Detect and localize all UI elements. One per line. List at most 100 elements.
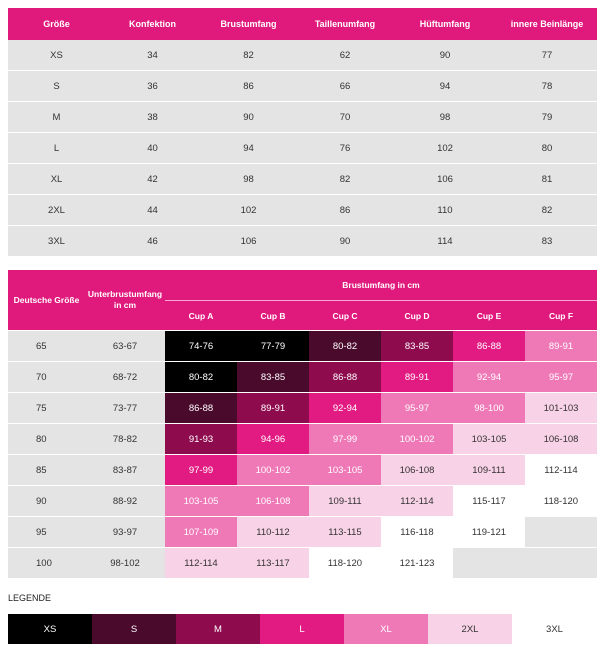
table-cell: 81 — [541, 173, 553, 185]
table-cell: 90 — [243, 111, 254, 123]
cup-cell: 100-102 — [381, 424, 453, 454]
table-cell: 38 — [147, 111, 158, 123]
unterbrust-cell: 98-102 — [85, 548, 165, 578]
cup-cell: 113-117 — [237, 548, 309, 578]
header-divider — [165, 300, 597, 301]
cup-cell: 77-79 — [237, 331, 309, 361]
cup-cell: 86-88 — [309, 362, 381, 392]
deutsche-groesse-cell: 70 — [8, 362, 85, 392]
table-cell: 106 — [437, 173, 453, 185]
table-cell: 90 — [339, 235, 351, 247]
cup-cell: 106-108 — [237, 486, 309, 516]
cup-cell: 94-96 — [237, 424, 309, 454]
unterbrust-cell: 63-67 — [85, 331, 165, 361]
cup-cell: 113-115 — [309, 517, 381, 547]
table-cell: 70 — [339, 111, 351, 123]
table-cell: 86 — [243, 80, 254, 92]
bra-table-header: Deutsche Größe Unterbrustumfang in cm Br… — [8, 270, 597, 330]
cup-cell: 101-103 — [525, 393, 597, 423]
table-cell: 114 — [437, 235, 453, 247]
cup-cell: 100-102 — [237, 455, 309, 485]
bra-size-table: Deutsche Größe Unterbrustumfang in cm Br… — [8, 270, 597, 578]
legend-title: LEGENDE — [8, 593, 52, 603]
cup-cell: 112-114 — [165, 548, 237, 578]
table-cell: XS — [50, 49, 63, 61]
table-cell: 76 — [339, 142, 351, 154]
table-row: 65 63-67 74-76 77-79 80-82 83-85 86-88 89-91 — [8, 330, 597, 361]
cup-cell: 80-82 — [165, 362, 237, 392]
table-cell: 90 — [439, 49, 451, 61]
table-row: XS 34 82 62 90 77 — [8, 40, 597, 70]
legend-item: M — [176, 614, 260, 644]
cup-cell: 116-118 — [381, 517, 453, 547]
table-cell: 102 — [437, 142, 453, 154]
table-cell: 98 — [243, 173, 254, 185]
table-cell: 40 — [147, 142, 158, 154]
cup-cell: 115-117 — [453, 486, 525, 516]
cup-cell: 74-76 — [165, 331, 237, 361]
unterbrust-cell: 83-87 — [85, 455, 165, 485]
table-cell: 3XL — [48, 235, 65, 247]
table-cell: 86 — [339, 204, 351, 216]
table-row: 90 88-92 103-105 106-108 109-111 112-114 115-1… — [8, 485, 597, 516]
table-cell: 79 — [541, 111, 553, 123]
cup-cell — [525, 517, 597, 547]
cup-cell: 80-82 — [309, 331, 381, 361]
cup-cell: 95-97 — [381, 393, 453, 423]
deutsche-groesse-cell: 85 — [8, 455, 85, 485]
table-cell: 2XL — [48, 204, 65, 216]
cup-cell: 106-108 — [525, 424, 597, 454]
cup-cell: 91-93 — [165, 424, 237, 454]
cup-cell: 103-105 — [165, 486, 237, 516]
header-brustumfang: Brustumfang — [220, 19, 277, 29]
table-row: L 40 94 76 102 80 — [8, 132, 597, 163]
table-cell: 106 — [240, 235, 257, 247]
table-row: 100 98-102 112-114 113-117 118-120 121-123 — [8, 547, 597, 578]
table-row: 85 83-87 97-99 100-102 103-105 106-108 109-111… — [8, 454, 597, 485]
header-brustumfang: Brustumfang in cm — [342, 280, 420, 290]
legend-item: XS — [8, 614, 92, 644]
cup-cell: 98-100 — [453, 393, 525, 423]
cup-cell — [525, 548, 597, 578]
table-cell: 77 — [541, 49, 553, 61]
table-cell: 82 — [339, 173, 351, 185]
unterbrust-cell: 78-82 — [85, 424, 165, 454]
table-cell: 78 — [541, 80, 553, 92]
table-cell: 42 — [147, 173, 158, 185]
deutsche-groesse-cell: 65 — [8, 331, 85, 361]
header-cup-e: Cup E — [476, 310, 502, 321]
cup-cell: 103-105 — [309, 455, 381, 485]
table-row: 70 68-72 80-82 83-85 86-88 89-91 92-94 95-97 — [8, 361, 597, 392]
header-beinlaenge: innere Beinlänge — [510, 19, 584, 29]
cup-cell: 109-111 — [309, 486, 381, 516]
table-cell: 98 — [439, 111, 451, 123]
cup-cell: 83-85 — [381, 331, 453, 361]
table-cell: 110 — [437, 204, 453, 216]
cup-cell: 86-88 — [165, 393, 237, 423]
header-hueftumfang: Hüftumfang — [419, 19, 471, 29]
cup-cell: 97-99 — [309, 424, 381, 454]
table-cell: 46 — [147, 235, 158, 247]
cup-cell: 112-114 — [381, 486, 453, 516]
cup-cell: 92-94 — [309, 393, 381, 423]
cup-cell: 118-120 — [309, 548, 381, 578]
table-row: 2XL 44 102 86 110 82 — [8, 194, 597, 225]
table-cell: 94 — [243, 142, 254, 154]
deutsche-groesse-cell: 75 — [8, 393, 85, 423]
header-konfektion: Konfektion — [129, 19, 176, 29]
cup-cell: 89-91 — [237, 393, 309, 423]
header-cup-c: Cup C — [332, 310, 358, 321]
legend-item: 2XL — [428, 614, 512, 644]
cup-cell: 110-112 — [237, 517, 309, 547]
legend-item: 3XL — [512, 614, 597, 644]
cup-cell: 109-111 — [453, 455, 525, 485]
cup-cell: 89-91 — [525, 331, 597, 361]
cup-cell: 92-94 — [453, 362, 525, 392]
table-cell: 44 — [147, 204, 158, 216]
cup-cell: 118-120 — [525, 486, 597, 516]
table-cell: 83 — [541, 235, 553, 247]
header-unterbrustumfang: Unterbrustumfang in cm — [87, 289, 163, 310]
table-cell: 82 — [243, 49, 254, 61]
table-row: S 36 86 66 94 78 — [8, 70, 597, 101]
header-cup-a: Cup A — [188, 310, 214, 321]
